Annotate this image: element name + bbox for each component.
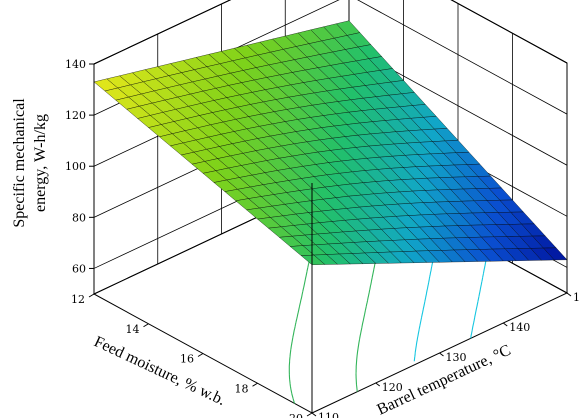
response-surface	[93, 20, 568, 265]
y-axis-label: Feed moisture, % w.b.	[91, 333, 228, 409]
z-axis-label-line2: energy, W-h/kg	[32, 114, 49, 212]
z-tick-label: 80	[72, 211, 86, 224]
box-edge	[93, 0, 232, 65]
y-tick-label: 18	[235, 382, 249, 395]
y-tick-label: 12	[71, 293, 85, 306]
y-tick-mark	[306, 412, 313, 417]
x-tick-mark	[311, 412, 317, 417]
y-tick-label: 14	[126, 323, 140, 336]
y-tick-label: 16	[180, 353, 194, 366]
z-tick-label: 120	[65, 109, 86, 122]
box-edge	[450, 0, 568, 64]
z-tick-label: 100	[65, 160, 86, 173]
x-tick-mark	[566, 292, 572, 297]
y-tick-label: 20	[289, 412, 303, 418]
contour-line	[470, 249, 489, 339]
plot-box-front-edges	[93, 0, 568, 413]
y-axis-ticks: 12 14 16 18 20	[71, 293, 313, 418]
y-tick-mark	[252, 382, 258, 387]
z-axis-ticks: 60 80 100 120 140	[65, 58, 94, 275]
x-axis-label: Barrel temperature, °C	[375, 342, 514, 418]
x-axis-ticks: 110 120 130 140 150	[311, 291, 579, 418]
x-tick-label: 120	[382, 381, 403, 394]
x-tick-mark	[439, 352, 444, 357]
y-tick-mark	[197, 353, 204, 357]
z-axis-label-line1: Specific mechanical	[11, 98, 28, 228]
x-tick-label: 130	[446, 351, 467, 364]
x-tick-mark	[375, 382, 381, 387]
grid-line	[357, 0, 568, 115]
x-tick-mark	[502, 322, 508, 327]
z-tick-label: 140	[65, 58, 86, 71]
surface-facet	[300, 254, 325, 265]
x-tick-label: 140	[509, 321, 530, 334]
x-tick-label: 150	[573, 291, 579, 304]
y-tick-mark	[88, 293, 95, 298]
z-tick-label: 60	[72, 262, 86, 275]
y-tick-mark	[143, 323, 149, 328]
x-tick-label: 110	[318, 411, 339, 418]
